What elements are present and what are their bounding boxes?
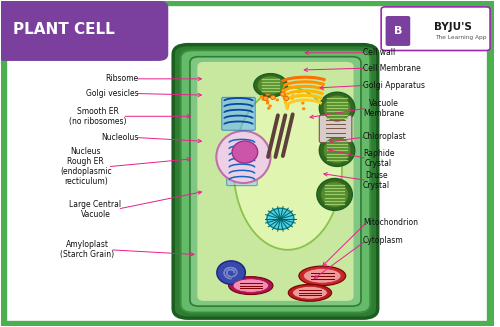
FancyBboxPatch shape xyxy=(190,57,361,306)
Ellipse shape xyxy=(298,90,301,93)
Ellipse shape xyxy=(286,105,289,108)
Ellipse shape xyxy=(296,95,300,97)
FancyBboxPatch shape xyxy=(3,2,491,325)
Text: Golgi vesicles: Golgi vesicles xyxy=(86,89,139,98)
Ellipse shape xyxy=(324,95,351,121)
Ellipse shape xyxy=(270,95,276,99)
Text: Mitochondrion: Mitochondrion xyxy=(363,217,418,227)
Text: Chloroplast: Chloroplast xyxy=(363,132,406,141)
Text: B: B xyxy=(394,26,402,36)
Text: Smooth ER
(no ribosomes): Smooth ER (no ribosomes) xyxy=(69,107,126,126)
Ellipse shape xyxy=(232,141,258,163)
Ellipse shape xyxy=(234,87,342,250)
Ellipse shape xyxy=(286,104,289,107)
Text: Nucleolus: Nucleolus xyxy=(102,133,138,142)
Text: Raphide
Crystal: Raphide Crystal xyxy=(363,149,394,168)
Ellipse shape xyxy=(267,87,270,90)
Ellipse shape xyxy=(320,134,355,166)
Ellipse shape xyxy=(228,277,273,295)
Ellipse shape xyxy=(324,137,351,164)
Text: Large Central
Vacuole: Large Central Vacuole xyxy=(70,199,122,219)
Ellipse shape xyxy=(292,286,328,299)
Ellipse shape xyxy=(266,100,270,103)
Ellipse shape xyxy=(321,181,348,207)
Ellipse shape xyxy=(288,284,332,301)
Ellipse shape xyxy=(263,96,268,100)
Ellipse shape xyxy=(280,92,285,96)
Text: PLANT CELL: PLANT CELL xyxy=(13,23,115,38)
Ellipse shape xyxy=(301,102,304,105)
Text: Nucleus
Rough ER
(endoplasmic
recticulum): Nucleus Rough ER (endoplasmic recticulum… xyxy=(60,147,112,186)
Ellipse shape xyxy=(267,107,270,110)
Ellipse shape xyxy=(216,131,270,183)
Ellipse shape xyxy=(304,268,341,283)
Text: Druse
Crystal: Druse Crystal xyxy=(363,171,390,190)
Ellipse shape xyxy=(299,266,346,285)
Ellipse shape xyxy=(302,107,306,110)
Text: Cell wall: Cell wall xyxy=(363,48,395,57)
Ellipse shape xyxy=(317,179,352,210)
Ellipse shape xyxy=(276,98,279,101)
Ellipse shape xyxy=(233,279,268,292)
Text: Cytoplasm: Cytoplasm xyxy=(363,235,404,245)
Ellipse shape xyxy=(266,102,270,105)
Ellipse shape xyxy=(320,92,355,124)
Ellipse shape xyxy=(290,96,294,99)
FancyBboxPatch shape xyxy=(222,97,255,130)
Text: The Learning App: The Learning App xyxy=(436,35,487,40)
Ellipse shape xyxy=(258,76,283,95)
Text: Amyloplast
(Starch Grain): Amyloplast (Starch Grain) xyxy=(60,240,114,259)
FancyBboxPatch shape xyxy=(173,45,378,318)
Text: Cell Membrane: Cell Membrane xyxy=(363,63,420,73)
Text: Golgi Apparatus: Golgi Apparatus xyxy=(363,81,425,90)
Ellipse shape xyxy=(254,74,288,97)
Text: Ribsome: Ribsome xyxy=(106,74,138,83)
FancyBboxPatch shape xyxy=(0,1,168,61)
Ellipse shape xyxy=(266,91,270,95)
Text: BYJU'S: BYJU'S xyxy=(434,22,472,32)
FancyBboxPatch shape xyxy=(386,16,410,46)
Ellipse shape xyxy=(260,95,264,98)
FancyBboxPatch shape xyxy=(320,115,352,143)
Ellipse shape xyxy=(272,86,276,89)
Ellipse shape xyxy=(282,90,286,93)
FancyBboxPatch shape xyxy=(226,138,257,186)
Ellipse shape xyxy=(292,95,295,97)
FancyBboxPatch shape xyxy=(198,62,354,301)
Ellipse shape xyxy=(267,208,294,230)
Ellipse shape xyxy=(217,261,246,284)
Ellipse shape xyxy=(273,87,278,91)
FancyBboxPatch shape xyxy=(381,7,490,50)
Ellipse shape xyxy=(284,96,289,100)
Text: Vacuole
Membrane: Vacuole Membrane xyxy=(363,99,404,118)
Ellipse shape xyxy=(262,98,265,101)
Ellipse shape xyxy=(268,104,272,107)
FancyBboxPatch shape xyxy=(180,50,370,313)
